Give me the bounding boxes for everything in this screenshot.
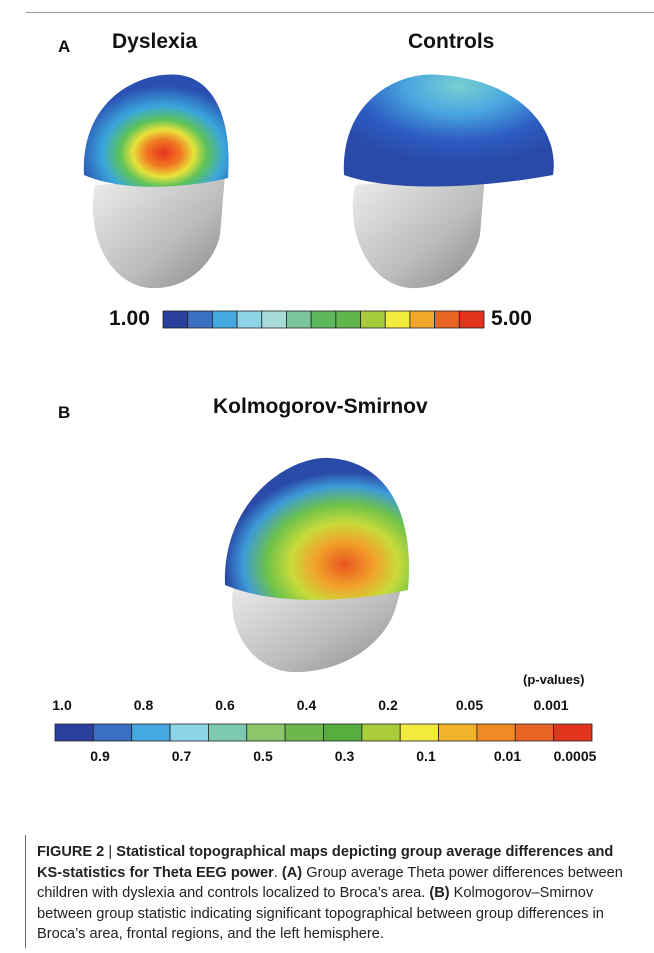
figure-number: FIGURE 2 bbox=[37, 844, 105, 860]
scale-label: 0.8 bbox=[133, 697, 154, 713]
color-swatch bbox=[438, 723, 478, 742]
scale-label: 0.2 bbox=[378, 697, 398, 713]
color-swatch bbox=[208, 723, 248, 742]
color-bar-a bbox=[162, 310, 485, 329]
caption-title: Statistical topographical maps depicting… bbox=[37, 844, 614, 881]
color-bar-b bbox=[54, 723, 593, 742]
panel-label: A bbox=[58, 37, 71, 56]
color-swatch bbox=[246, 723, 286, 742]
scale-label: 0.7 bbox=[171, 748, 192, 764]
head-ks bbox=[224, 457, 410, 673]
scale-label: 0.0005 bbox=[553, 748, 597, 764]
color-swatch bbox=[284, 723, 324, 742]
color-swatch bbox=[162, 310, 189, 329]
color-swatch bbox=[261, 310, 287, 329]
color-swatch bbox=[92, 723, 133, 742]
color-swatch bbox=[335, 310, 361, 329]
caption-text: . bbox=[273, 864, 282, 881]
panel-title: Kolmogorov-Smirnov bbox=[213, 395, 428, 418]
scale-label: 1.0 bbox=[52, 697, 72, 713]
color-swatch bbox=[310, 310, 337, 329]
color-swatch bbox=[323, 723, 363, 742]
unit-label: (p-values) bbox=[523, 672, 585, 687]
color-swatch bbox=[169, 723, 209, 742]
panel-title: Dyslexia bbox=[112, 30, 198, 53]
color-swatch bbox=[514, 723, 555, 742]
color-swatch bbox=[458, 310, 485, 329]
panel-title: Controls bbox=[408, 30, 495, 53]
scale-label: 0.05 bbox=[455, 697, 484, 713]
color-swatch bbox=[360, 310, 386, 329]
caption-rule bbox=[25, 835, 26, 948]
scale-label: 0.3 bbox=[334, 748, 355, 764]
color-swatch bbox=[286, 310, 312, 329]
head-controls bbox=[343, 74, 554, 289]
scale-label: 0.001 bbox=[533, 697, 569, 713]
caption: FIGURE 2 | Statistical topographical map… bbox=[37, 842, 637, 945]
scale-label: 0.6 bbox=[215, 697, 235, 713]
color-swatch bbox=[131, 723, 171, 742]
panel-ref: (B) bbox=[429, 885, 450, 901]
color-swatch bbox=[384, 310, 411, 329]
color-swatch bbox=[476, 723, 516, 742]
top-rule bbox=[26, 12, 654, 13]
scale-label: 0.01 bbox=[493, 748, 522, 764]
figure-art bbox=[54, 74, 593, 742]
scale-label: 0.9 bbox=[90, 748, 110, 764]
scale-label: 0.5 bbox=[253, 748, 273, 764]
color-swatch bbox=[187, 310, 213, 329]
color-swatch bbox=[361, 723, 401, 742]
separator: | bbox=[104, 844, 117, 860]
scale-min: 1.00 bbox=[109, 307, 150, 330]
color-swatch bbox=[236, 310, 263, 329]
scale-max: 5.00 bbox=[491, 307, 532, 330]
color-swatch bbox=[434, 310, 460, 329]
scale-label: 0.1 bbox=[416, 748, 436, 764]
color-swatch bbox=[399, 723, 439, 742]
caption-text: Kolmogorov–Smirnov between group statist… bbox=[37, 885, 604, 942]
color-swatch bbox=[54, 723, 94, 742]
scale-label: 0.4 bbox=[296, 697, 317, 713]
panel-label: B bbox=[58, 403, 71, 422]
head-dyslexia bbox=[83, 74, 229, 289]
color-swatch bbox=[553, 723, 593, 742]
panel-ref: (A) bbox=[281, 864, 303, 881]
color-swatch bbox=[211, 310, 238, 329]
caption-text: Group average Theta power differences be… bbox=[37, 864, 623, 902]
color-swatch bbox=[409, 310, 436, 329]
